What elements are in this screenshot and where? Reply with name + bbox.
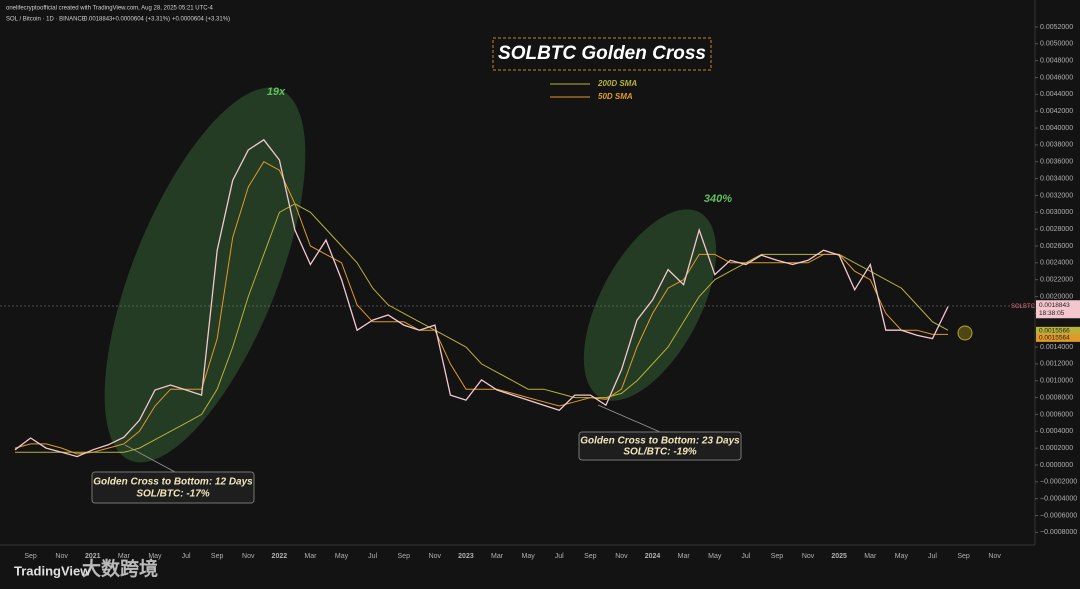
- legend-label: 50D SMA: [598, 92, 633, 101]
- x-tick-label: Jul: [555, 553, 564, 560]
- x-tick-label: 2024: [645, 553, 661, 560]
- y-tick-label: 0.0012000: [1040, 361, 1073, 368]
- y-tick-label: 0.0010000: [1040, 378, 1073, 385]
- x-tick-label: Nov: [429, 553, 442, 560]
- x-tick-label: 2025: [831, 553, 847, 560]
- y-tick-label: 0.0030000: [1040, 209, 1073, 216]
- x-tick-label: Mar: [864, 553, 877, 560]
- price-tag: [1036, 326, 1080, 335]
- y-tick-label: 0.0040000: [1040, 125, 1073, 132]
- x-tick-label: May: [335, 553, 349, 560]
- annotation-text: Golden Cross to Bottom: 23 Days: [580, 436, 740, 447]
- x-tick-label: Jul: [741, 553, 750, 560]
- y-tick-label: 0.0036000: [1040, 159, 1073, 166]
- x-tick-label: Jul: [182, 553, 191, 560]
- countdown: 18:38:05: [1039, 310, 1065, 317]
- x-tick-label: Nov: [988, 553, 1001, 560]
- price-tag: [1036, 300, 1080, 319]
- x-tick-label: May: [895, 553, 909, 560]
- y-tick-label: 0.0008000: [1040, 394, 1073, 401]
- sma-tag-value: 0.0015564: [1039, 335, 1070, 342]
- connector: [597, 404, 661, 433]
- y-tick-label: −0.0006000: [1040, 512, 1077, 519]
- series-line: [14, 138, 949, 458]
- x-tick-label: Mar: [118, 553, 131, 560]
- x-tick-label: Jul: [928, 553, 937, 560]
- y-tick-label: 0.0000000: [1040, 462, 1073, 469]
- price-tag-value: 0.0018843: [1039, 302, 1070, 309]
- annotation-text: SOL/BTC: -17%: [136, 489, 209, 500]
- x-tick-label: 2023: [458, 553, 474, 560]
- quote: 0.0018843: [84, 17, 113, 23]
- sma-tag-value: 0.0015566: [1039, 328, 1070, 335]
- y-tick-label: 0.0046000: [1040, 74, 1073, 81]
- x-tick-label: 2022: [272, 553, 288, 560]
- overlay-watermark: 大数跨境: [82, 557, 158, 580]
- y-tick-label: −0.0008000: [1040, 529, 1077, 536]
- series-line: [14, 161, 948, 455]
- annotation-box: [578, 431, 742, 461]
- annotation-box: [91, 471, 255, 504]
- x-tick-label: Sep: [957, 553, 970, 560]
- annotation-text: Golden Cross to Bottom: 12 Days: [93, 477, 253, 488]
- y-tick-label: −0.0004000: [1040, 496, 1077, 503]
- y-tick-label: 0.0020000: [1040, 293, 1073, 300]
- y-tick-label: 0.0050000: [1040, 41, 1073, 48]
- symbol-tag: SOLBTC: [1011, 304, 1036, 310]
- x-tick-label: Mar: [304, 553, 317, 560]
- y-tick-label: 0.0038000: [1040, 142, 1073, 149]
- y-tick-label: 0.0052000: [1040, 24, 1073, 31]
- x-tick-label: 2021: [85, 553, 101, 560]
- y-tick-label: 0.0026000: [1040, 243, 1073, 250]
- change: +0.0000604 (+3.31%): [112, 17, 170, 23]
- highlight-ovals: [104, 87, 717, 463]
- x-tick-label: Jul: [368, 553, 377, 560]
- y-tick-label: 0.0044000: [1040, 91, 1073, 98]
- oval-2021: [104, 87, 306, 463]
- change2: +0.0000604 (+3.31%): [172, 17, 230, 23]
- x-tick-label: Mar: [491, 553, 504, 560]
- x-tick-label: Sep: [584, 553, 597, 560]
- y-tick-label: 0.0002000: [1040, 445, 1073, 452]
- watermark: TradingView: [14, 563, 91, 578]
- x-tick-label: Sep: [211, 553, 224, 560]
- x-tick-label: Mar: [678, 553, 691, 560]
- x-tick-label: May: [148, 553, 162, 560]
- x-tick-label: May: [522, 553, 536, 560]
- y-tick-label: −0.0002000: [1040, 479, 1077, 486]
- x-tick-label: Sep: [771, 553, 784, 560]
- x-tick-label: Sep: [24, 553, 37, 560]
- y-tick-label: 0.0032000: [1040, 192, 1073, 199]
- y-tick-label: 0.0014000: [1040, 344, 1073, 351]
- y-tick-label: 0.0034000: [1040, 175, 1073, 182]
- x-tick-label: Nov: [615, 553, 628, 560]
- x-tick-label: Nov: [242, 553, 255, 560]
- y-tick-label: 0.0024000: [1040, 260, 1073, 267]
- series-line: [15, 203, 949, 453]
- x-tick-label: Sep: [398, 553, 411, 560]
- x-tick-label: Nov: [55, 553, 68, 560]
- y-tick-label: 0.0006000: [1040, 411, 1073, 418]
- symbol-line: SOL / Bitcoin · 1D · BINANCE: [6, 17, 86, 23]
- chart-title: SOLBTC Golden Cross: [498, 43, 706, 64]
- y-tick-label: 0.0048000: [1040, 57, 1073, 64]
- price-tag: [1036, 333, 1080, 342]
- author-line: onelifecryptoofficial created with Tradi…: [6, 6, 214, 12]
- oval-2024: [583, 209, 717, 401]
- legend-label: 200D SMA: [597, 79, 637, 88]
- y-tick-label: 0.0022000: [1040, 277, 1073, 284]
- x-tick-label: Nov: [802, 553, 815, 560]
- y-tick-label: 0.0028000: [1040, 226, 1073, 233]
- cross-marker: [957, 325, 973, 341]
- y-tick-label: 0.0004000: [1040, 428, 1073, 435]
- x-tick-label: May: [708, 553, 722, 560]
- annotation-text: SOL/BTC: -19%: [623, 447, 696, 458]
- gain-label: 19x: [267, 86, 286, 98]
- y-tick-label: 0.0042000: [1040, 108, 1073, 115]
- gain-label: 340%: [704, 193, 732, 205]
